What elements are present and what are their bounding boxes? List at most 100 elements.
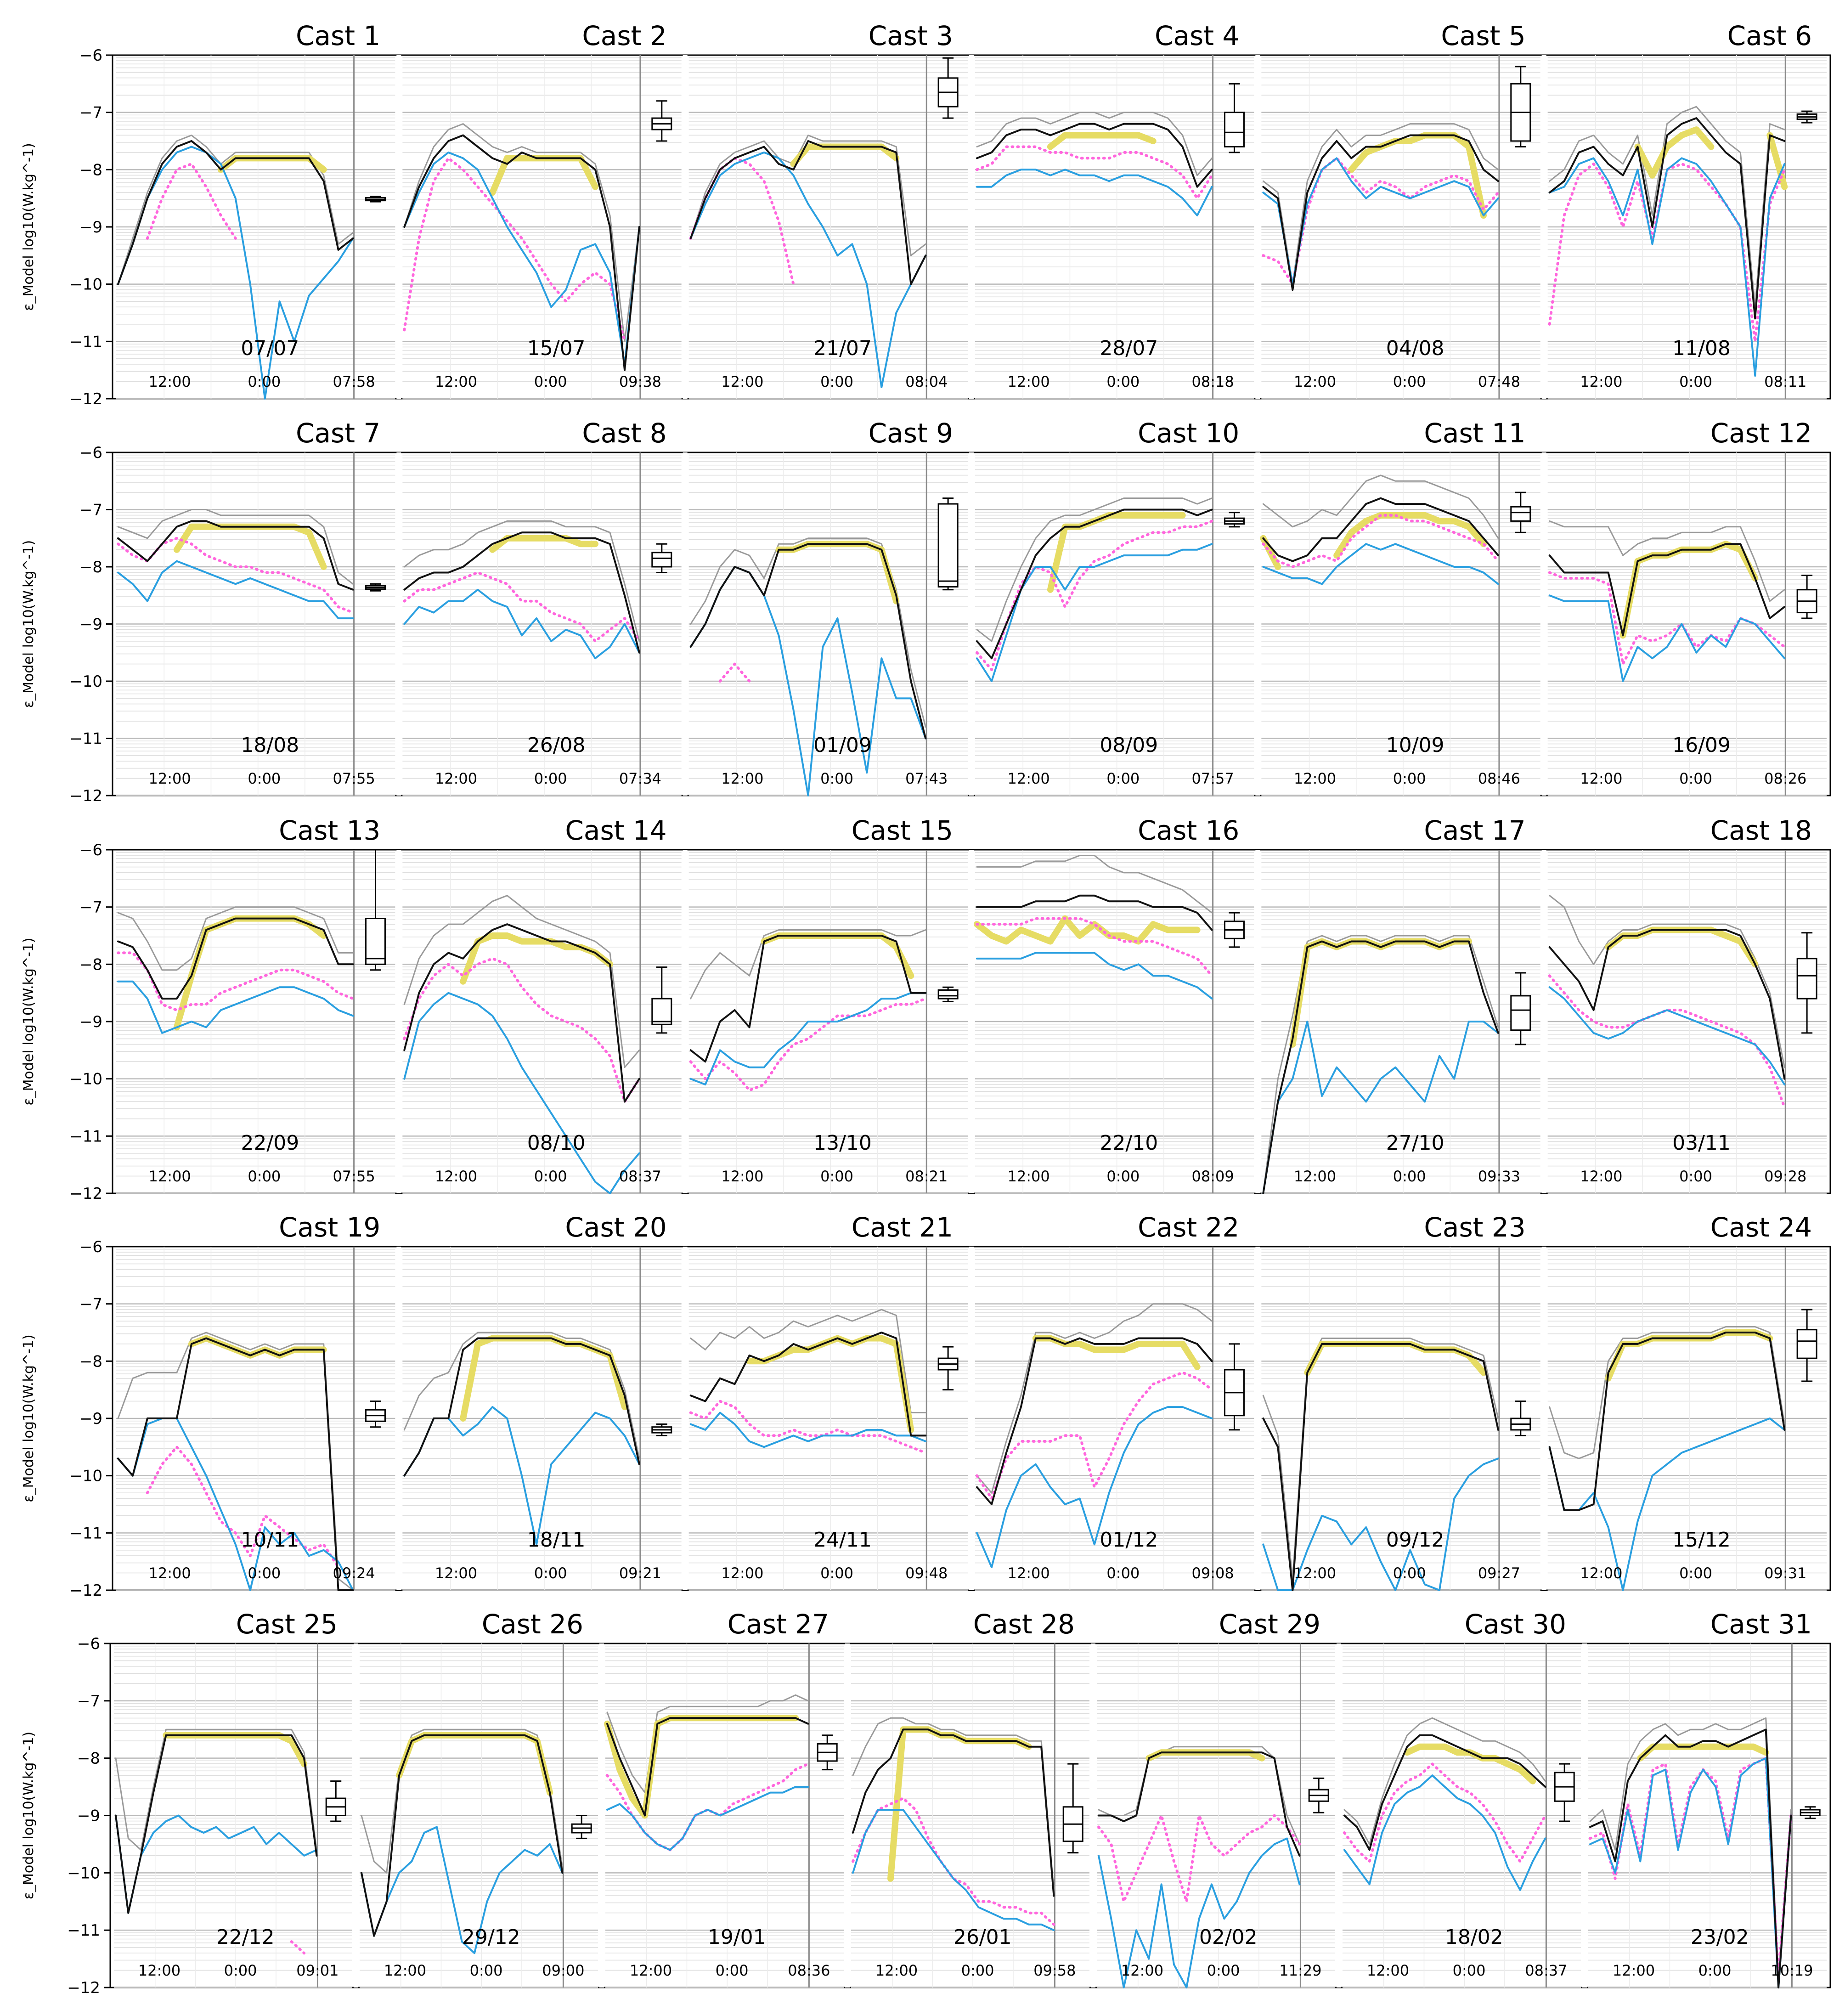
time-label: 0:00 (1679, 770, 1712, 787)
y-tick-label: −10 (69, 672, 102, 691)
panel-title: Cast 31 (1710, 1609, 1812, 1640)
boxplot-box (651, 552, 672, 568)
series-black-line (117, 520, 354, 591)
y-axis-label: ε_Model log10(W.kg^-1) (21, 1334, 37, 1502)
series-yellow-line (1348, 132, 1487, 219)
cast-panel-12: Cast 12 16/09 12:00 0:00 08:26 (1541, 418, 1827, 796)
series-blue-line (403, 588, 640, 660)
series-blue-line (976, 952, 1213, 1000)
time-label: 12:00 (1008, 770, 1050, 787)
series-grey-line (403, 1332, 640, 1459)
panel-title: Cast 9 (869, 418, 953, 449)
series-blue-line (403, 151, 640, 366)
y-tick-label: −6 (79, 444, 102, 462)
time-label: 0:00 (1393, 1564, 1426, 1582)
cast-panel-11: Cast 11 10/09 12:00 0:00 08:46 (1255, 418, 1540, 796)
time-label: 0:00 (1698, 1962, 1732, 1979)
time-label-end: 08:46 (1478, 770, 1520, 787)
time-label: 12:00 (875, 1962, 918, 1979)
time-label: 12:00 (1294, 1168, 1336, 1185)
date-label: 09/12 (1386, 1528, 1444, 1552)
series-black-line (403, 923, 640, 1103)
series-black-line (976, 123, 1213, 188)
y-tick-label: −12 (67, 1979, 100, 1997)
time-label: 12:00 (384, 1962, 426, 1979)
panel-title: Cast 10 (1138, 418, 1239, 449)
series-black-line (689, 1332, 927, 1437)
series-black-line (976, 894, 1213, 931)
time-label: 12:00 (1580, 1168, 1622, 1185)
cast-panel-20: Cast 20 18/11 12:00 0:00 09:21 (396, 1212, 682, 1591)
time-label: 12:00 (1580, 1564, 1622, 1582)
series-black-line (117, 140, 354, 285)
series-black-line (1589, 1728, 1792, 1988)
date-label: 24/11 (813, 1528, 872, 1552)
time-label-end: 10:19 (1771, 1962, 1813, 1979)
series-blue-line (1548, 157, 1786, 377)
date-label: 01/12 (1100, 1528, 1158, 1552)
time-label: 0:00 (820, 770, 853, 787)
cast-panel-30: Cast 30 18/02 12:00 0:00 08:37 (1337, 1609, 1581, 1988)
series-black-line (117, 1337, 354, 1591)
series-blue-line (1098, 1837, 1301, 1988)
series-pink-line (689, 1400, 927, 1454)
time-label: 0:00 (248, 373, 281, 390)
boxplot-box (937, 503, 959, 588)
series-pink-line (976, 145, 1213, 200)
time-label: 0:00 (534, 770, 567, 787)
y-tick-label: −8 (79, 1352, 102, 1371)
panel-title: Cast 29 (1219, 1609, 1320, 1640)
series-pink-line (1343, 1762, 1547, 1863)
series-grey-line (1549, 520, 1785, 602)
date-label: 10/11 (241, 1528, 299, 1552)
time-label-end: 07:58 (333, 373, 375, 390)
series-pink-line (1262, 514, 1500, 568)
time-label-end: 08:09 (1191, 1168, 1234, 1185)
time-label: 12:00 (138, 1962, 181, 1979)
date-label: 13/10 (813, 1131, 872, 1155)
series-blue-line (606, 1786, 809, 1851)
series-blue-line (689, 151, 927, 389)
date-label: 18/11 (527, 1528, 586, 1552)
series-grey-line (690, 1309, 926, 1413)
cast-panel-2: Cast 2 15/07 12:00 0:00 09:38 (396, 20, 682, 400)
time-label: 0:00 (820, 373, 853, 390)
date-label: 18/02 (1445, 1926, 1503, 1949)
y-tick-label: −12 (69, 1185, 102, 1203)
panel-title: Cast 5 (1441, 20, 1525, 51)
series-pink-line (403, 571, 641, 643)
time-label-end: 09:01 (296, 1962, 339, 1979)
time-label-end: 08:37 (619, 1168, 661, 1185)
y-tick-label: −8 (79, 558, 102, 576)
series-black-line (1548, 117, 1786, 320)
series-blue-line (403, 992, 640, 1194)
date-label: 11/08 (1672, 337, 1731, 360)
series-yellow-line (790, 143, 900, 167)
time-label-end: 08:26 (1764, 770, 1806, 787)
series-blue-line (976, 1406, 1213, 1569)
panel-title: Cast 13 (279, 815, 380, 846)
series-black-line (403, 1337, 640, 1477)
time-label-end: 09:38 (619, 373, 661, 390)
time-label-end: 09:08 (1191, 1564, 1234, 1582)
cast-panel-17: Cast 17 27/10 12:00 0:00 09:33 (1255, 815, 1540, 1194)
series-black-line (606, 1717, 809, 1817)
y-tick-label: −11 (67, 1921, 100, 1940)
y-tick-label: −6 (79, 841, 102, 859)
series-blue-line (689, 1412, 927, 1448)
series-pink-line (976, 520, 1213, 672)
time-label: 0:00 (248, 770, 281, 787)
series-black-line (1548, 1332, 1786, 1511)
series-yellow-line (489, 535, 598, 553)
time-label: 0:00 (1106, 1564, 1140, 1582)
series-pink-line (976, 917, 1213, 977)
series-grey-line (1262, 123, 1499, 285)
time-label-end: 07:48 (1478, 373, 1520, 390)
time-label-end: 09:00 (542, 1962, 584, 1979)
series-grey-line (403, 123, 640, 342)
y-tick-label: −6 (79, 1238, 102, 1256)
panel-title: Cast 16 (1138, 815, 1239, 846)
series-grey-line (1549, 1326, 1785, 1459)
panel-title: Cast 3 (869, 20, 953, 51)
